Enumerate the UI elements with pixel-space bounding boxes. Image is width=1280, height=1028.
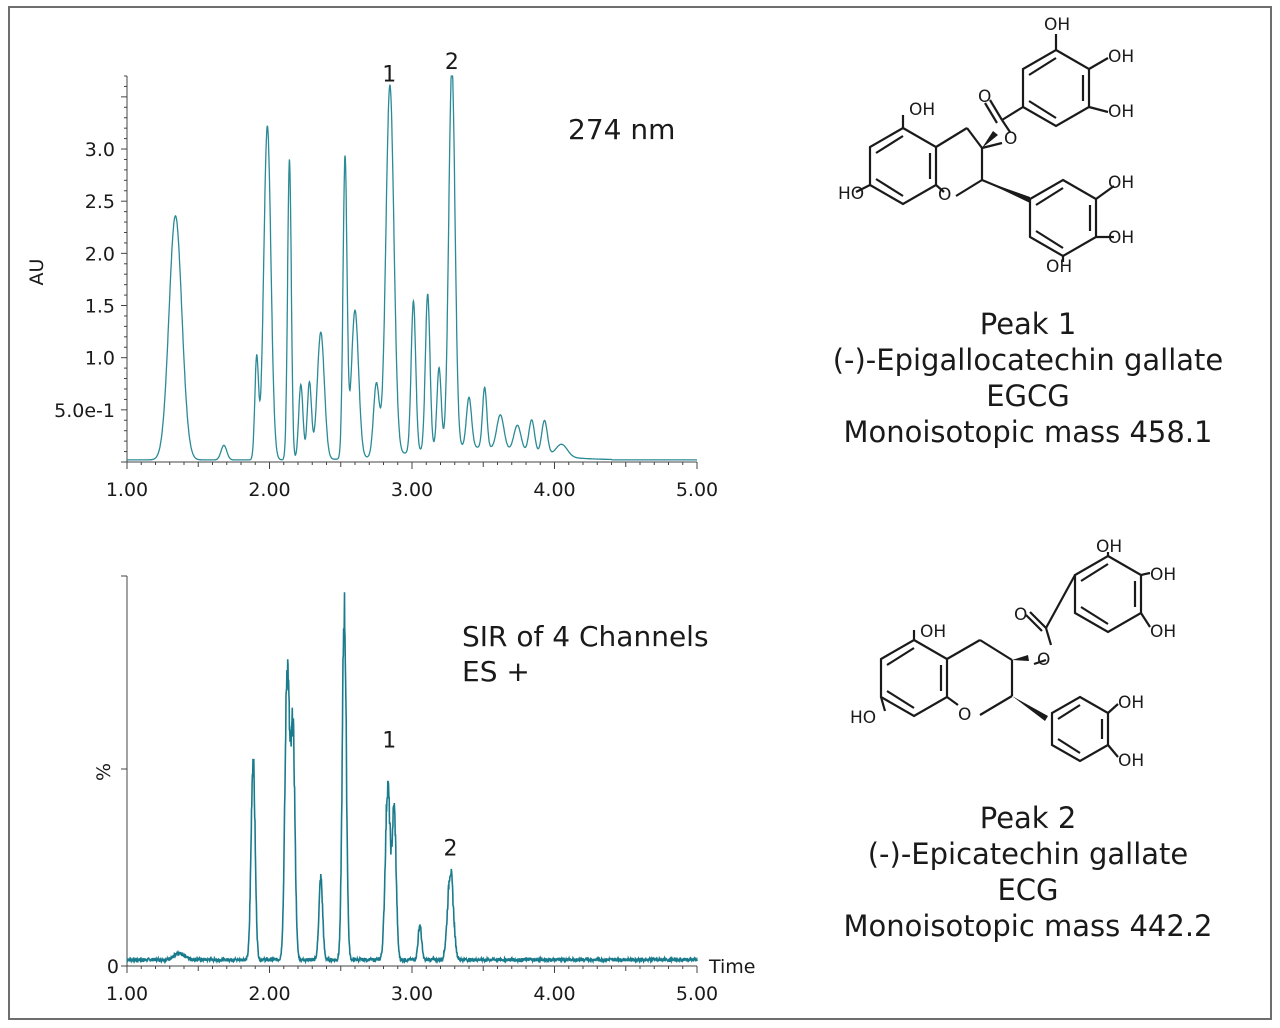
egcg-label-oh3: OH bbox=[1108, 102, 1134, 122]
y-tick-label: 2.0 bbox=[85, 243, 115, 265]
sir-chart-title: SIR of 4 Channels bbox=[462, 620, 709, 653]
ecg-label-oh1: OH bbox=[1096, 537, 1122, 557]
peak-label: 1 bbox=[382, 728, 396, 753]
sir-trace-line bbox=[126, 592, 698, 965]
egcg-structure: OH OH OH O O OH HO O OH OH OH bbox=[838, 15, 1134, 277]
sir-chart-subtitle: ES + bbox=[462, 655, 530, 688]
sir-peak-labels: 12 bbox=[382, 728, 457, 861]
x-tick-label: 1.00 bbox=[106, 983, 148, 1005]
ecg-structure: OH OH OH O O OH HO O OH OH bbox=[850, 537, 1176, 771]
compound-1-peak: Peak 1 bbox=[979, 307, 1077, 341]
x-tick-label: 2.00 bbox=[248, 479, 290, 501]
ecg-label-oh3: OH bbox=[1150, 622, 1176, 642]
ecg-label-oh4: OH bbox=[920, 622, 946, 642]
compound-1-abbr: EGCG bbox=[986, 379, 1070, 413]
uv-peak-labels: 12 bbox=[382, 50, 459, 88]
x-tick-label: 3.00 bbox=[391, 983, 433, 1005]
egcg-label-oh8: OH bbox=[1046, 257, 1072, 277]
ecg-label-oh7: OH bbox=[1118, 751, 1144, 771]
uv-y-axis-label: AU bbox=[26, 259, 48, 286]
compound-1-caption: Peak 1 (-)-Epigallocatechin gallate EGCG… bbox=[808, 306, 1248, 450]
x-tick-label: 3.00 bbox=[391, 479, 433, 501]
peak-label: 1 bbox=[382, 63, 396, 88]
compound-2-abbr: ECG bbox=[997, 873, 1059, 907]
ecg-label-ester-o: O bbox=[1037, 650, 1050, 670]
egcg-label-carbonyl-o: O bbox=[978, 87, 991, 107]
sir-x-axis-label: Time bbox=[708, 956, 756, 978]
ecg-b-ring bbox=[1050, 695, 1110, 763]
ecg-label-ring-o: O bbox=[958, 705, 971, 725]
egcg-label-oh6: OH bbox=[1108, 173, 1134, 193]
x-tick-label: 4.00 bbox=[533, 983, 575, 1005]
sir-chromatogram: SIR of 4 Channels ES + % Time 1.00 2.00 3.… bbox=[93, 575, 756, 1005]
egcg-label-oh4: OH bbox=[909, 100, 935, 120]
egcg-label-oh7: OH bbox=[1108, 228, 1134, 248]
x-tick-label: 2.00 bbox=[248, 983, 290, 1005]
compound-2-caption: Peak 2 (-)-Epicatechin gallate ECG Monoi… bbox=[808, 800, 1248, 944]
egcg-label-ester-o: O bbox=[1004, 129, 1017, 149]
egcg-b-ring bbox=[1028, 178, 1098, 258]
peak-label: 2 bbox=[443, 837, 457, 862]
sir-y-axis-label: % bbox=[93, 763, 115, 781]
x-tick-label: 4.00 bbox=[533, 479, 575, 501]
x-tick-label: 5.00 bbox=[676, 479, 718, 501]
ecg-label-oh2: OH bbox=[1150, 565, 1176, 585]
ecg-label-ho: HO bbox=[850, 708, 876, 728]
x-tick-label: 5.00 bbox=[676, 983, 718, 1005]
egcg-a-ring bbox=[868, 126, 938, 206]
ecg-label-oh6: OH bbox=[1118, 693, 1144, 713]
compound-2-mass: Monoisotopic mass 442.2 bbox=[843, 909, 1213, 943]
uv-axes: 1.00 2.00 3.00 4.00 5.00 5.0e-1 1.0 1.5 2.0 2.5 3.… bbox=[54, 75, 718, 501]
y-tick-label: 5.0e-1 bbox=[54, 400, 115, 422]
y-tick-label: 3.0 bbox=[85, 139, 115, 161]
ecg-label-carbonyl-o: O bbox=[1014, 605, 1027, 625]
compound-2-name: (-)-Epicatechin gallate bbox=[867, 837, 1189, 871]
y-tick-label: 1.0 bbox=[85, 348, 115, 370]
egcg-label-ho: HO bbox=[838, 184, 864, 204]
uv-chromatogram: 274 nm AU 1.00 2.00 3.00 4.00 5.005.0e-11.01… bbox=[26, 50, 718, 501]
egcg-galloyl-ring bbox=[1021, 48, 1091, 128]
egcg-label-oh2: OH bbox=[1108, 47, 1134, 67]
y-tick-label: 0 bbox=[107, 956, 119, 978]
figure-frame bbox=[8, 6, 1272, 1020]
ecg-a-ring bbox=[879, 638, 949, 718]
egcg-label-oh1: OH bbox=[1044, 15, 1070, 35]
peak-label: 2 bbox=[445, 50, 459, 75]
sir-axes: 1.00 2.00 3.00 4.00 5.00 0 bbox=[106, 575, 718, 1005]
ecg-galloyl-ring bbox=[1073, 554, 1143, 634]
uv-trace-line bbox=[127, 75, 697, 461]
egcg-label-ring-o: O bbox=[938, 185, 951, 205]
y-tick-label: 2.5 bbox=[85, 191, 115, 213]
compound-1-name: (-)-Epigallocatechin gallate bbox=[832, 343, 1224, 377]
uv-chart-title: 274 nm bbox=[568, 113, 675, 146]
compound-2-peak: Peak 2 bbox=[979, 801, 1077, 835]
compound-1-mass: Monoisotopic mass 458.1 bbox=[843, 415, 1213, 449]
x-tick-label: 1.00 bbox=[106, 479, 148, 501]
y-tick-label: 1.5 bbox=[85, 296, 115, 318]
